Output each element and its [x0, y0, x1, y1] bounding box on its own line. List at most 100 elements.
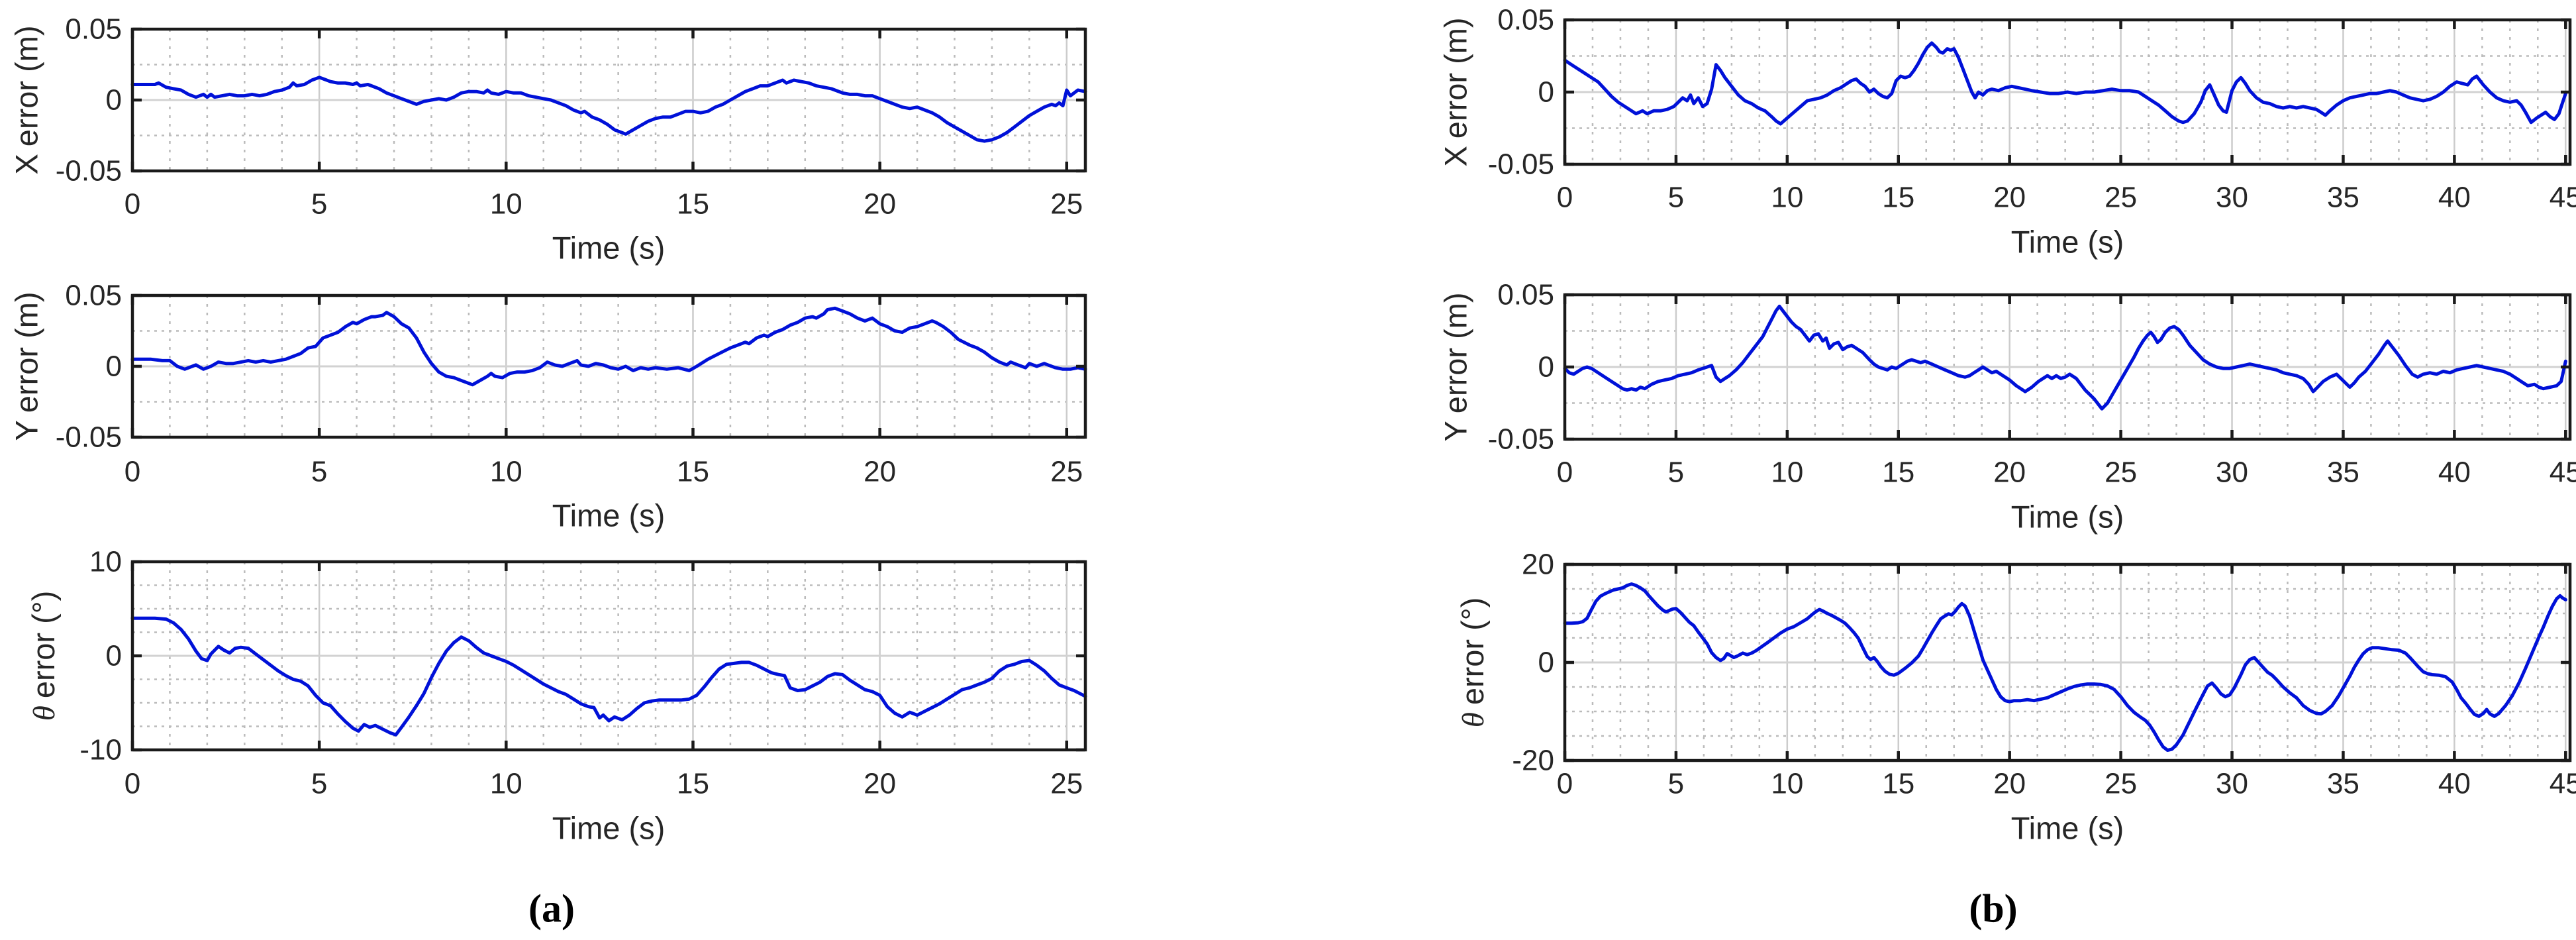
y-tick-label: 0	[1538, 647, 1554, 679]
x-tick-label: 5	[1668, 182, 1684, 214]
ylabel-left-y-error: Yerror (m)	[9, 291, 45, 441]
x-tick-label: 40	[2438, 768, 2471, 800]
y-tick-label: 0	[1538, 351, 1554, 384]
x-tick-label: 10	[1771, 456, 1803, 489]
y-tick-label: 0	[106, 350, 122, 383]
ylabel-variable: X	[1438, 146, 1473, 167]
x-tick-label: 25	[1050, 188, 1083, 221]
y-tick-label: -0.05	[1488, 423, 1554, 456]
x-tick-label: 15	[677, 768, 709, 800]
ylabel-variable: Y	[9, 420, 44, 441]
x-tick-label: 10	[490, 456, 522, 488]
y-tick-label: 0.05	[1497, 279, 1554, 311]
x-tick-label: 5	[311, 768, 327, 800]
x-tick-label: 35	[2327, 182, 2359, 214]
y-tick-label: 0.05	[1497, 4, 1554, 36]
x-tick-label: 0	[1557, 456, 1573, 489]
x-tick-label: 40	[2438, 456, 2471, 489]
ylabel-rest: error (m)	[9, 291, 44, 413]
x-tick-label: 10	[1771, 182, 1803, 214]
x-tick-label: 10	[1771, 768, 1803, 800]
error-series-line	[130, 616, 1087, 737]
ylabel-rest: error (°)	[26, 590, 61, 699]
x-tick-label: 20	[1993, 768, 2026, 800]
ylabel-rest: error (m)	[1438, 292, 1473, 414]
ylabel-variable-theta: θ	[1456, 712, 1491, 728]
xlabel-left-x-error: Time (s)	[552, 230, 666, 266]
ylabel-left-theta-error: θ error (°)	[25, 591, 62, 721]
y-tick-label: 0.05	[65, 13, 122, 46]
x-tick-label: 10	[490, 188, 522, 221]
ylabel-left-x-error: Xerror (m)	[9, 25, 45, 174]
x-tick-label: 15	[1882, 182, 1914, 214]
x-tick-label: 0	[124, 188, 140, 221]
x-tick-label: 15	[1882, 456, 1914, 489]
x-tick-label: 5	[1668, 456, 1684, 489]
y-tick-label: -0.05	[56, 155, 122, 187]
ylabel-right-y-error: Yerror (m)	[1438, 292, 1474, 441]
ylabel-variable: X	[9, 154, 44, 175]
x-tick-label: 0	[1557, 182, 1573, 214]
ylabel-rest: error (m)	[1438, 17, 1473, 139]
x-tick-label: 20	[864, 456, 896, 488]
ylabel-variable-theta: θ	[27, 705, 62, 721]
x-tick-label: 10	[490, 768, 522, 800]
error-series-line	[1563, 41, 2567, 126]
x-tick-label: 35	[2327, 456, 2359, 489]
error-series-line	[130, 76, 1087, 143]
x-tick-label: 15	[677, 188, 709, 221]
x-tick-label: 45	[2550, 456, 2576, 489]
xlabel-right-theta-error: Time (s)	[2010, 810, 2124, 846]
y-tick-label: -20	[1512, 745, 1554, 777]
xlabel-left-theta-error: Time (s)	[552, 810, 666, 846]
x-tick-label: 25	[2105, 768, 2137, 800]
y-tick-label: 10	[89, 546, 122, 578]
x-tick-label: 20	[864, 188, 896, 221]
x-tick-label: 30	[2216, 768, 2248, 800]
x-tick-label: 30	[2216, 456, 2248, 489]
xlabel-right-y-error: Time (s)	[2010, 499, 2124, 535]
x-tick-label: 30	[2216, 182, 2248, 214]
x-tick-label: 20	[1993, 182, 2026, 214]
ylabel-right-theta-error: θ error (°)	[1454, 598, 1491, 727]
x-tick-label: 5	[311, 456, 327, 488]
caption-a: (a)	[528, 886, 575, 931]
x-tick-label: 20	[1993, 456, 2026, 489]
y-tick-label: -0.05	[1488, 148, 1554, 181]
error-series-line	[1563, 582, 2567, 752]
y-tick-label: 20	[1522, 548, 1554, 581]
ylabel-rest: error (°)	[1455, 597, 1490, 705]
ylabel-right-x-error: Xerror (m)	[1438, 17, 1474, 166]
ylabel-rest: error (m)	[9, 25, 44, 147]
y-tick-label: -0.05	[56, 421, 122, 454]
x-tick-label: 5	[1668, 768, 1684, 800]
y-tick-label: 0	[106, 84, 122, 117]
xlabel-right-x-error: Time (s)	[2010, 224, 2124, 260]
error-series-line	[130, 306, 1087, 387]
x-tick-label: 15	[677, 456, 709, 488]
x-tick-label: 45	[2550, 768, 2576, 800]
x-tick-label: 5	[311, 188, 327, 221]
x-tick-label: 25	[1050, 768, 1083, 800]
x-tick-label: 35	[2327, 768, 2359, 800]
caption-b: (b)	[1969, 886, 2018, 931]
error-series-line	[1563, 304, 2567, 411]
x-tick-label: 25	[1050, 456, 1083, 488]
x-tick-label: 20	[864, 768, 896, 800]
x-tick-label: 40	[2438, 182, 2471, 214]
y-tick-label: 0.05	[65, 280, 122, 312]
x-tick-label: 25	[2105, 456, 2137, 489]
x-tick-label: 15	[1882, 768, 1914, 800]
y-tick-label: 0	[106, 640, 122, 672]
y-tick-label: 0	[1538, 76, 1554, 109]
ylabel-variable: Y	[1438, 421, 1473, 442]
x-tick-label: 25	[2105, 182, 2137, 214]
x-tick-label: 0	[124, 456, 140, 488]
x-tick-label: 45	[2550, 182, 2576, 214]
x-tick-label: 0	[1557, 768, 1573, 800]
y-tick-label: -10	[79, 734, 122, 766]
xlabel-left-y-error: Time (s)	[552, 497, 666, 533]
x-tick-label: 0	[124, 768, 140, 800]
